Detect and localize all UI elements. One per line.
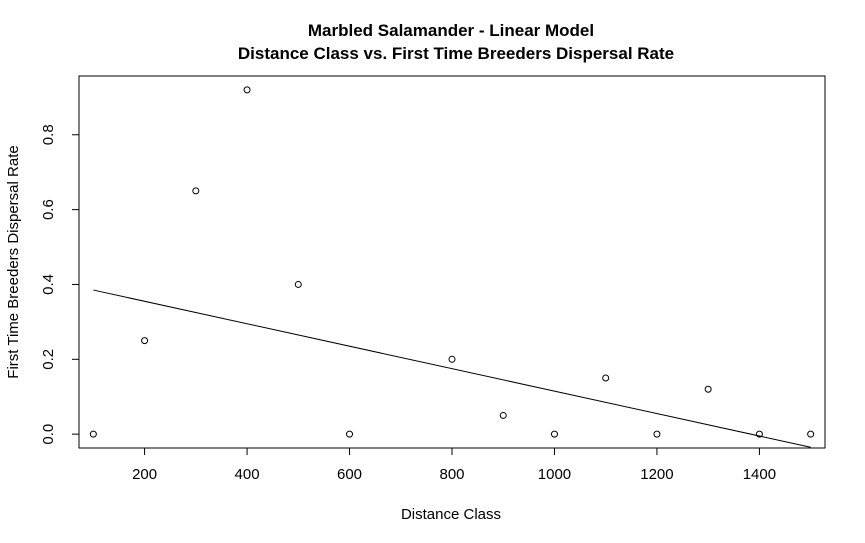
y-axis: 0.0 0.2 0.4 0.6 0.8 bbox=[40, 124, 80, 445]
x-tick-label: 800 bbox=[439, 466, 464, 483]
x-axis: 200 400 600 800 1000 1200 1400 bbox=[132, 447, 776, 483]
data-point bbox=[192, 187, 200, 195]
data-point bbox=[602, 374, 610, 382]
x-tick-label: 400 bbox=[235, 466, 260, 483]
plot-frame bbox=[78, 75, 826, 449]
y-axis-label: First Time Breeders Dispersal Rate bbox=[5, 145, 22, 378]
data-point bbox=[653, 430, 661, 438]
x-tick-label: 1400 bbox=[743, 466, 776, 483]
x-tick-label: 600 bbox=[337, 466, 362, 483]
y-tick-label: 0.0 bbox=[40, 424, 57, 445]
y-tick-label: 0.4 bbox=[40, 274, 57, 295]
data-point bbox=[704, 385, 712, 393]
fit-line-layer bbox=[93, 289, 811, 448]
data-point bbox=[346, 430, 354, 438]
data-point bbox=[550, 430, 558, 438]
x-tick-label: 1200 bbox=[640, 466, 673, 483]
y-tick-label: 0.6 bbox=[40, 199, 57, 220]
points-layer bbox=[89, 86, 815, 438]
data-point bbox=[243, 86, 251, 94]
data-point bbox=[89, 430, 97, 438]
data-point bbox=[294, 280, 302, 288]
x-tick-label: 200 bbox=[132, 466, 157, 483]
data-point bbox=[499, 411, 507, 419]
chart-title: Marbled Salamander - Linear Model bbox=[308, 21, 594, 40]
data-point bbox=[448, 355, 456, 363]
data-point bbox=[141, 337, 149, 345]
x-axis-label: Distance Class bbox=[401, 506, 501, 523]
y-tick-label: 0.8 bbox=[40, 124, 57, 145]
chart-subtitle: Distance Class vs. First Time Breeders D… bbox=[238, 44, 674, 63]
data-point bbox=[755, 430, 763, 438]
regression-line bbox=[93, 289, 811, 448]
y-tick-label: 0.2 bbox=[40, 349, 57, 370]
x-tick-label: 1000 bbox=[538, 466, 571, 483]
data-point bbox=[807, 430, 815, 438]
